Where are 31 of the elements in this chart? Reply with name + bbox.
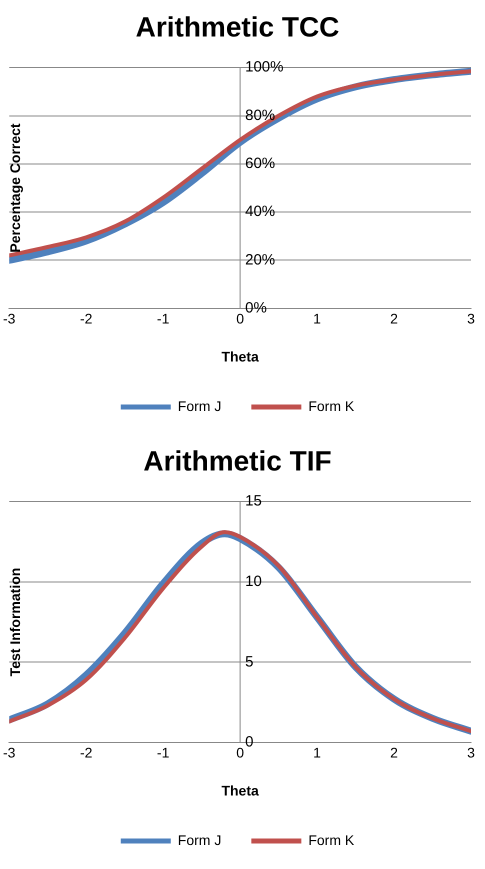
x-tick-label: 1 xyxy=(313,744,322,761)
x-tick-label: -2 xyxy=(80,310,93,327)
legend-label: Form J xyxy=(178,398,222,414)
y-tick-label: 20% xyxy=(245,251,276,268)
chart-title: Arithmetic TCC xyxy=(136,12,340,43)
x-tick-label: 3 xyxy=(467,310,476,327)
legend-label: Form K xyxy=(308,398,355,414)
y-axis-title: Percentage Correct xyxy=(6,123,23,253)
x-axis-title: Theta xyxy=(221,348,259,364)
chart-title: Arithmetic TIF xyxy=(143,446,332,477)
x-tick-label: -2 xyxy=(80,744,93,761)
x-tick-label: -3 xyxy=(3,310,16,327)
y-tick-label: 100% xyxy=(245,58,284,76)
y-tick-label: 0% xyxy=(245,300,267,317)
x-tick-label: 2 xyxy=(390,744,398,761)
x-tick-label: -3 xyxy=(3,744,16,761)
x-tick-label: -1 xyxy=(156,310,170,327)
y-tick-label: 15 xyxy=(245,492,262,510)
y-tick-label: 60% xyxy=(245,155,276,172)
legend-label: Form K xyxy=(308,832,355,848)
x-axis-title: Theta xyxy=(221,782,259,798)
y-tick-label: 40% xyxy=(245,203,276,220)
x-tick-label: -1 xyxy=(156,744,170,761)
y-axis-title: Test Information xyxy=(6,568,23,676)
legend-label: Form J xyxy=(178,832,222,848)
x-tick-label: 1 xyxy=(313,310,322,327)
y-tick-label: 5 xyxy=(245,653,254,670)
x-tick-label: 2 xyxy=(390,310,398,327)
x-tick-label: 3 xyxy=(467,744,476,761)
y-tick-label: 10 xyxy=(245,573,262,590)
y-tick-label: 80% xyxy=(245,106,276,124)
